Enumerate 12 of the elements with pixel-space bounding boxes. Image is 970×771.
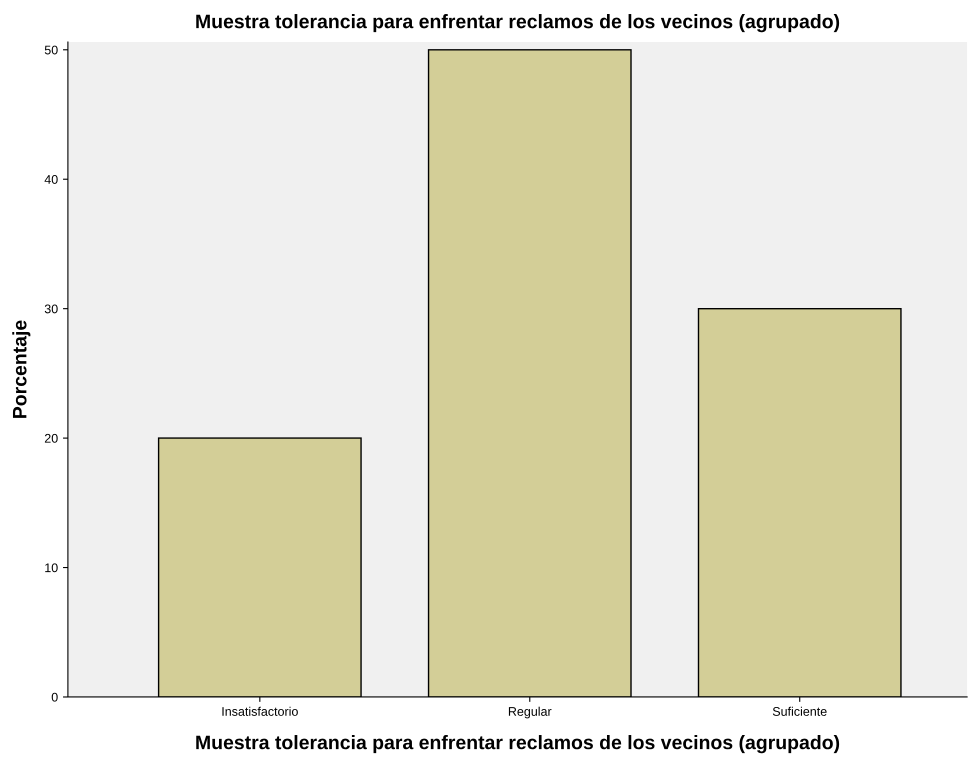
- y-tick-label: 40: [44, 175, 58, 184]
- y-tick-label: 30: [44, 304, 58, 314]
- x-tick-label: Regular: [508, 706, 552, 718]
- y-tick-label: 10: [45, 563, 58, 572]
- y-tick-label: 20: [44, 434, 58, 443]
- y-axis-title: Porcentaje: [12, 320, 30, 418]
- x-tick-label: Suficiente: [772, 706, 827, 716]
- chart-title: Muestra tolerancia para enfrentar reclamos de los vecinos (agrupado): [196, 14, 840, 32]
- y-tick-label: 50: [44, 46, 58, 54]
- x-axis-title: Muestra tolerancia para enfrentar reclamos de los vecinos (agrupado): [196, 735, 840, 754]
- y-tick-label: 0: [52, 692, 58, 702]
- x-tick-label: Insatisfactorio: [222, 706, 298, 716]
